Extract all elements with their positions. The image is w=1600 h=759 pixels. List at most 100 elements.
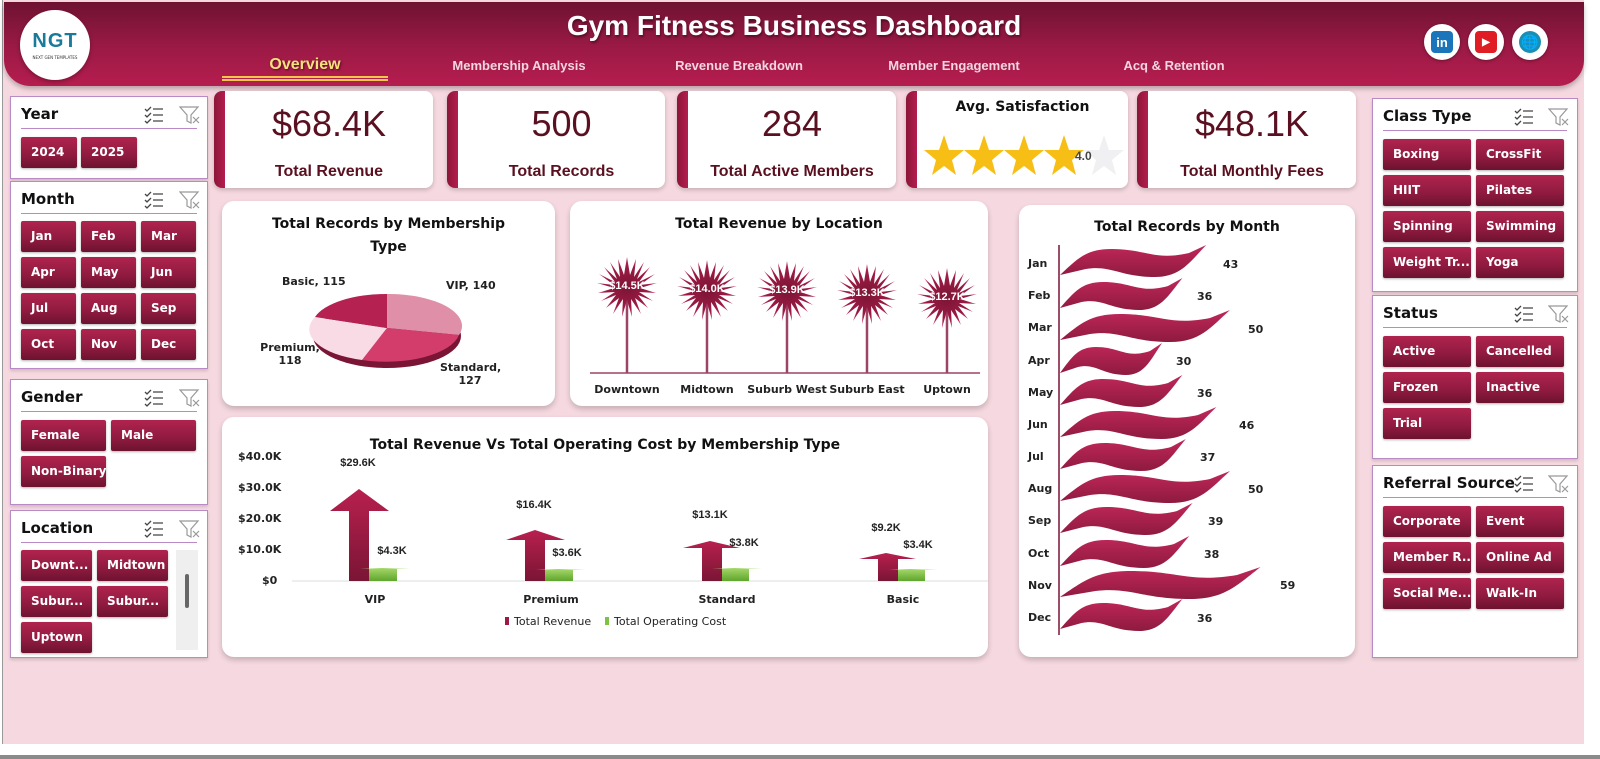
slicer-item-dec[interactable]: Dec bbox=[141, 329, 196, 360]
slicer-item-male[interactable]: Male bbox=[111, 420, 196, 451]
axis-label: Feb bbox=[1028, 289, 1051, 302]
slicer-item-hiit[interactable]: HIIT bbox=[1383, 175, 1471, 206]
kpi-total-active-members: 284 Total Active Members bbox=[677, 91, 896, 188]
slicer-item-jan[interactable]: Jan bbox=[21, 221, 76, 252]
slicer-item-jun[interactable]: Jun bbox=[141, 257, 196, 288]
multi-select-icon[interactable] bbox=[1513, 474, 1535, 494]
slicer-item-member-referral[interactable]: Member R... bbox=[1383, 542, 1471, 573]
slicer-item-social-media[interactable]: Social Me... bbox=[1383, 578, 1471, 609]
tab-overview[interactable]: Overview bbox=[269, 56, 341, 73]
slicer-item-non-binary[interactable]: Non-Binary bbox=[21, 456, 106, 487]
slicer-item-weight-training[interactable]: Weight Tr... bbox=[1383, 247, 1471, 278]
slicer-item-event[interactable]: Event bbox=[1476, 506, 1564, 537]
tab-membership-analysis[interactable]: Membership Analysis bbox=[452, 58, 586, 73]
slicer-title: Status bbox=[1383, 304, 1438, 322]
clear-filter-icon[interactable] bbox=[1548, 107, 1570, 127]
slicer-item-trial[interactable]: Trial bbox=[1383, 408, 1471, 439]
slicer-item-yoga[interactable]: Yoga bbox=[1476, 247, 1564, 278]
slicer-gender: Gender Female Male Non-Binary bbox=[10, 379, 208, 505]
tab-revenue-breakdown[interactable]: Revenue Breakdown bbox=[675, 58, 803, 73]
slicer-item-boxing[interactable]: Boxing bbox=[1383, 139, 1471, 170]
horizontal-bar-chart bbox=[1058, 245, 1261, 635]
globe-icon: 🌐 bbox=[1519, 31, 1541, 53]
data-label: $3.8K bbox=[729, 537, 759, 549]
slicer-item-suburb-east[interactable]: Subur... bbox=[97, 586, 168, 617]
slicer-item-nov[interactable]: Nov bbox=[81, 329, 136, 360]
clear-filter-icon[interactable] bbox=[179, 388, 201, 408]
slicer-item-active[interactable]: Active bbox=[1383, 336, 1471, 367]
slicer-item-aug[interactable]: Aug bbox=[81, 293, 136, 324]
slicer-item-may[interactable]: May bbox=[81, 257, 136, 288]
slicer-item-midtown[interactable]: Midtown bbox=[97, 550, 168, 581]
youtube-icon: ▶ bbox=[1475, 31, 1497, 53]
slicer-item-uptown[interactable]: Uptown bbox=[21, 622, 92, 653]
slicer-item-walk-in[interactable]: Walk-In bbox=[1476, 578, 1564, 609]
axis-label: Suburb East bbox=[829, 383, 905, 396]
multi-select-icon[interactable] bbox=[143, 105, 165, 125]
slicer-header: Status bbox=[1383, 302, 1570, 328]
slicer-item-mar[interactable]: Mar bbox=[141, 221, 196, 252]
axis-label: Sep bbox=[1028, 514, 1052, 527]
tab-member-engagement[interactable]: Member Engagement bbox=[888, 58, 1020, 73]
slicer-item-swimming[interactable]: Swimming bbox=[1476, 211, 1564, 242]
clear-filter-icon[interactable] bbox=[179, 519, 201, 539]
slicer-item-downtown[interactable]: Downt... bbox=[21, 550, 92, 581]
axis-label: Jun bbox=[1028, 418, 1048, 431]
kpi-label: Total Records bbox=[508, 163, 615, 180]
slicer-item-crossfit[interactable]: CrossFit bbox=[1476, 139, 1564, 170]
data-label: $3.6K bbox=[552, 547, 582, 559]
slicer-item-cancelled[interactable]: Cancelled bbox=[1476, 336, 1564, 367]
axis-label: Nov bbox=[1028, 579, 1052, 592]
clear-filter-icon[interactable] bbox=[1548, 474, 1570, 494]
kpi-label: Total Monthly Fees bbox=[1180, 163, 1324, 180]
axis-label: Premium bbox=[523, 593, 579, 606]
slicer-item-feb[interactable]: Feb bbox=[81, 221, 136, 252]
tab-acq-retention[interactable]: Acq & Retention bbox=[1123, 58, 1225, 73]
star-rating-icon bbox=[924, 135, 1124, 175]
slicer-item-jul[interactable]: Jul bbox=[21, 293, 76, 324]
page-title: Gym Fitness Business Dashboard bbox=[566, 10, 1022, 41]
slicer-item-female[interactable]: Female bbox=[21, 420, 106, 451]
slicer-item-sep[interactable]: Sep bbox=[141, 293, 196, 324]
slicer-item-suburb-west[interactable]: Subur... bbox=[21, 586, 92, 617]
chart-title: Total Records by Membership Type bbox=[271, 216, 506, 255]
lollipop-chart bbox=[590, 257, 980, 374]
data-label: $13.9K bbox=[769, 284, 805, 296]
slicer-item-inactive[interactable]: Inactive bbox=[1476, 372, 1564, 403]
kpi-accent-bar bbox=[447, 91, 458, 188]
website-button[interactable]: 🌐 bbox=[1512, 24, 1548, 60]
pie-label-vip: VIP, 140 bbox=[446, 279, 496, 292]
slicer-item-corporate[interactable]: Corporate bbox=[1383, 506, 1471, 537]
scrollbar-thumb[interactable] bbox=[185, 574, 189, 608]
slicer-item-2024[interactable]: 2024 bbox=[21, 137, 77, 168]
slicer-item-2025[interactable]: 2025 bbox=[81, 137, 137, 168]
y-tick: $20.0K bbox=[238, 512, 282, 525]
clear-filter-icon[interactable] bbox=[179, 190, 201, 210]
kpi-value: $48.1K bbox=[1194, 103, 1310, 144]
slicer-scrollbar[interactable] bbox=[176, 550, 198, 650]
legend-total-operating-cost: Total Operating Cost bbox=[614, 615, 727, 628]
y-tick: $10.0K bbox=[238, 543, 282, 556]
slicer-item-frozen[interactable]: Frozen bbox=[1383, 372, 1471, 403]
slicer-header: Gender bbox=[21, 386, 200, 412]
youtube-button[interactable]: ▶ bbox=[1468, 24, 1504, 60]
data-label: 50 bbox=[1248, 323, 1264, 336]
slicer-item-apr[interactable]: Apr bbox=[21, 257, 76, 288]
slicer-item-pilates[interactable]: Pilates bbox=[1476, 175, 1564, 206]
slicer-item-oct[interactable]: Oct bbox=[21, 329, 76, 360]
slicer-item-spinning[interactable]: Spinning bbox=[1383, 211, 1471, 242]
multi-select-icon[interactable] bbox=[1513, 304, 1535, 324]
slicer-item-online-ad[interactable]: Online Ad bbox=[1476, 542, 1564, 573]
multi-select-icon[interactable] bbox=[143, 190, 165, 210]
kpi-value: $68.4K bbox=[271, 103, 387, 144]
clear-filter-icon[interactable] bbox=[1548, 304, 1570, 324]
multi-select-icon[interactable] bbox=[1513, 107, 1535, 127]
axis-label: VIP bbox=[364, 593, 386, 606]
linkedin-button[interactable]: in bbox=[1424, 24, 1460, 60]
pie-chart bbox=[309, 293, 462, 368]
data-label: 36 bbox=[1197, 612, 1213, 625]
multi-select-icon[interactable] bbox=[143, 388, 165, 408]
multi-select-icon[interactable] bbox=[143, 519, 165, 539]
kpi-label: Total Active Members bbox=[710, 163, 874, 180]
clear-filter-icon[interactable] bbox=[179, 105, 201, 125]
